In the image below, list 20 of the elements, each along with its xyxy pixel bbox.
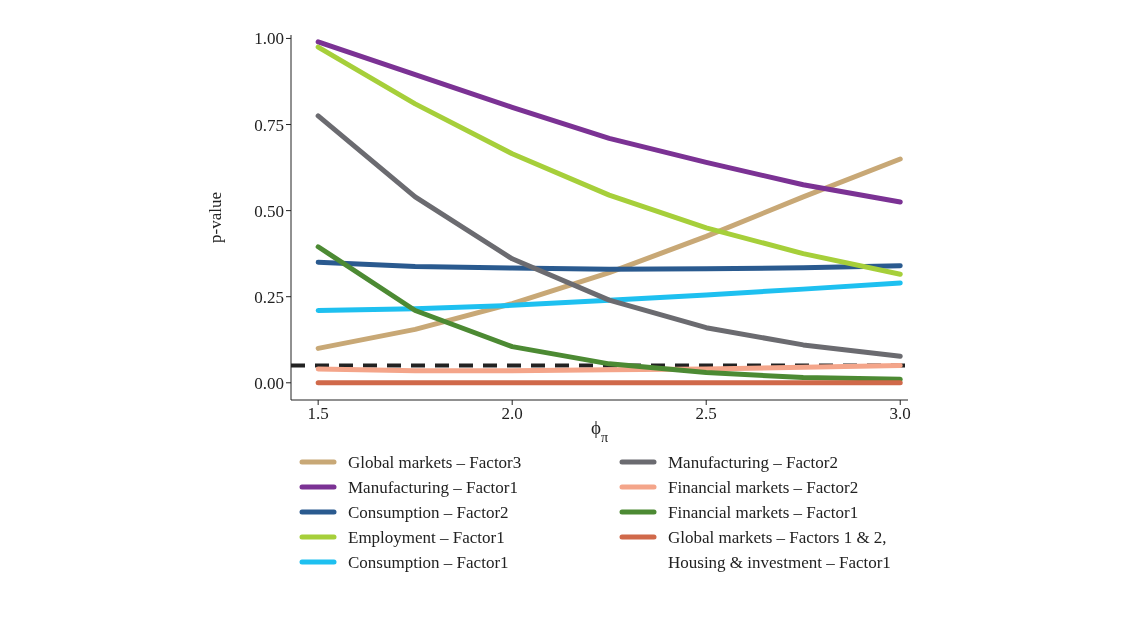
x-tick-label: 1.5 [307,404,329,424]
legend-label: Manufacturing – Factor1 [348,477,519,499]
legend-label: Financial markets – Factor2 [668,477,860,499]
legend-label: Consumption – Factor1 [348,552,510,574]
legend-label: Financial markets – Factor1 [668,502,860,524]
legend-label: Consumption – Factor2 [348,502,510,524]
y-tick-label: 0.00 [254,373,284,393]
legend-label: Manufacturing – Factor2 [668,452,839,474]
legend-label: Global markets – Factor3 [348,452,523,474]
x-tick-label: 2.0 [501,404,523,424]
legend-label: Employment – Factor1 [348,527,506,549]
y-tick-label: 0.50 [254,201,284,221]
y-tick-label: 0.25 [254,287,284,307]
legend-label: Global markets – Factors 1 & 2, Housing & investment – Factor1 [668,527,892,574]
y-tick-label: 1.00 [254,29,284,49]
x-tick-label: 2.5 [695,404,717,424]
x-axis-title: ϕ$_{π}$ [590,417,609,445]
y-axis-title: p-value [206,192,225,243]
x-tick-label: 3.0 [889,404,911,424]
y-tick-label: 0.75 [254,115,284,135]
